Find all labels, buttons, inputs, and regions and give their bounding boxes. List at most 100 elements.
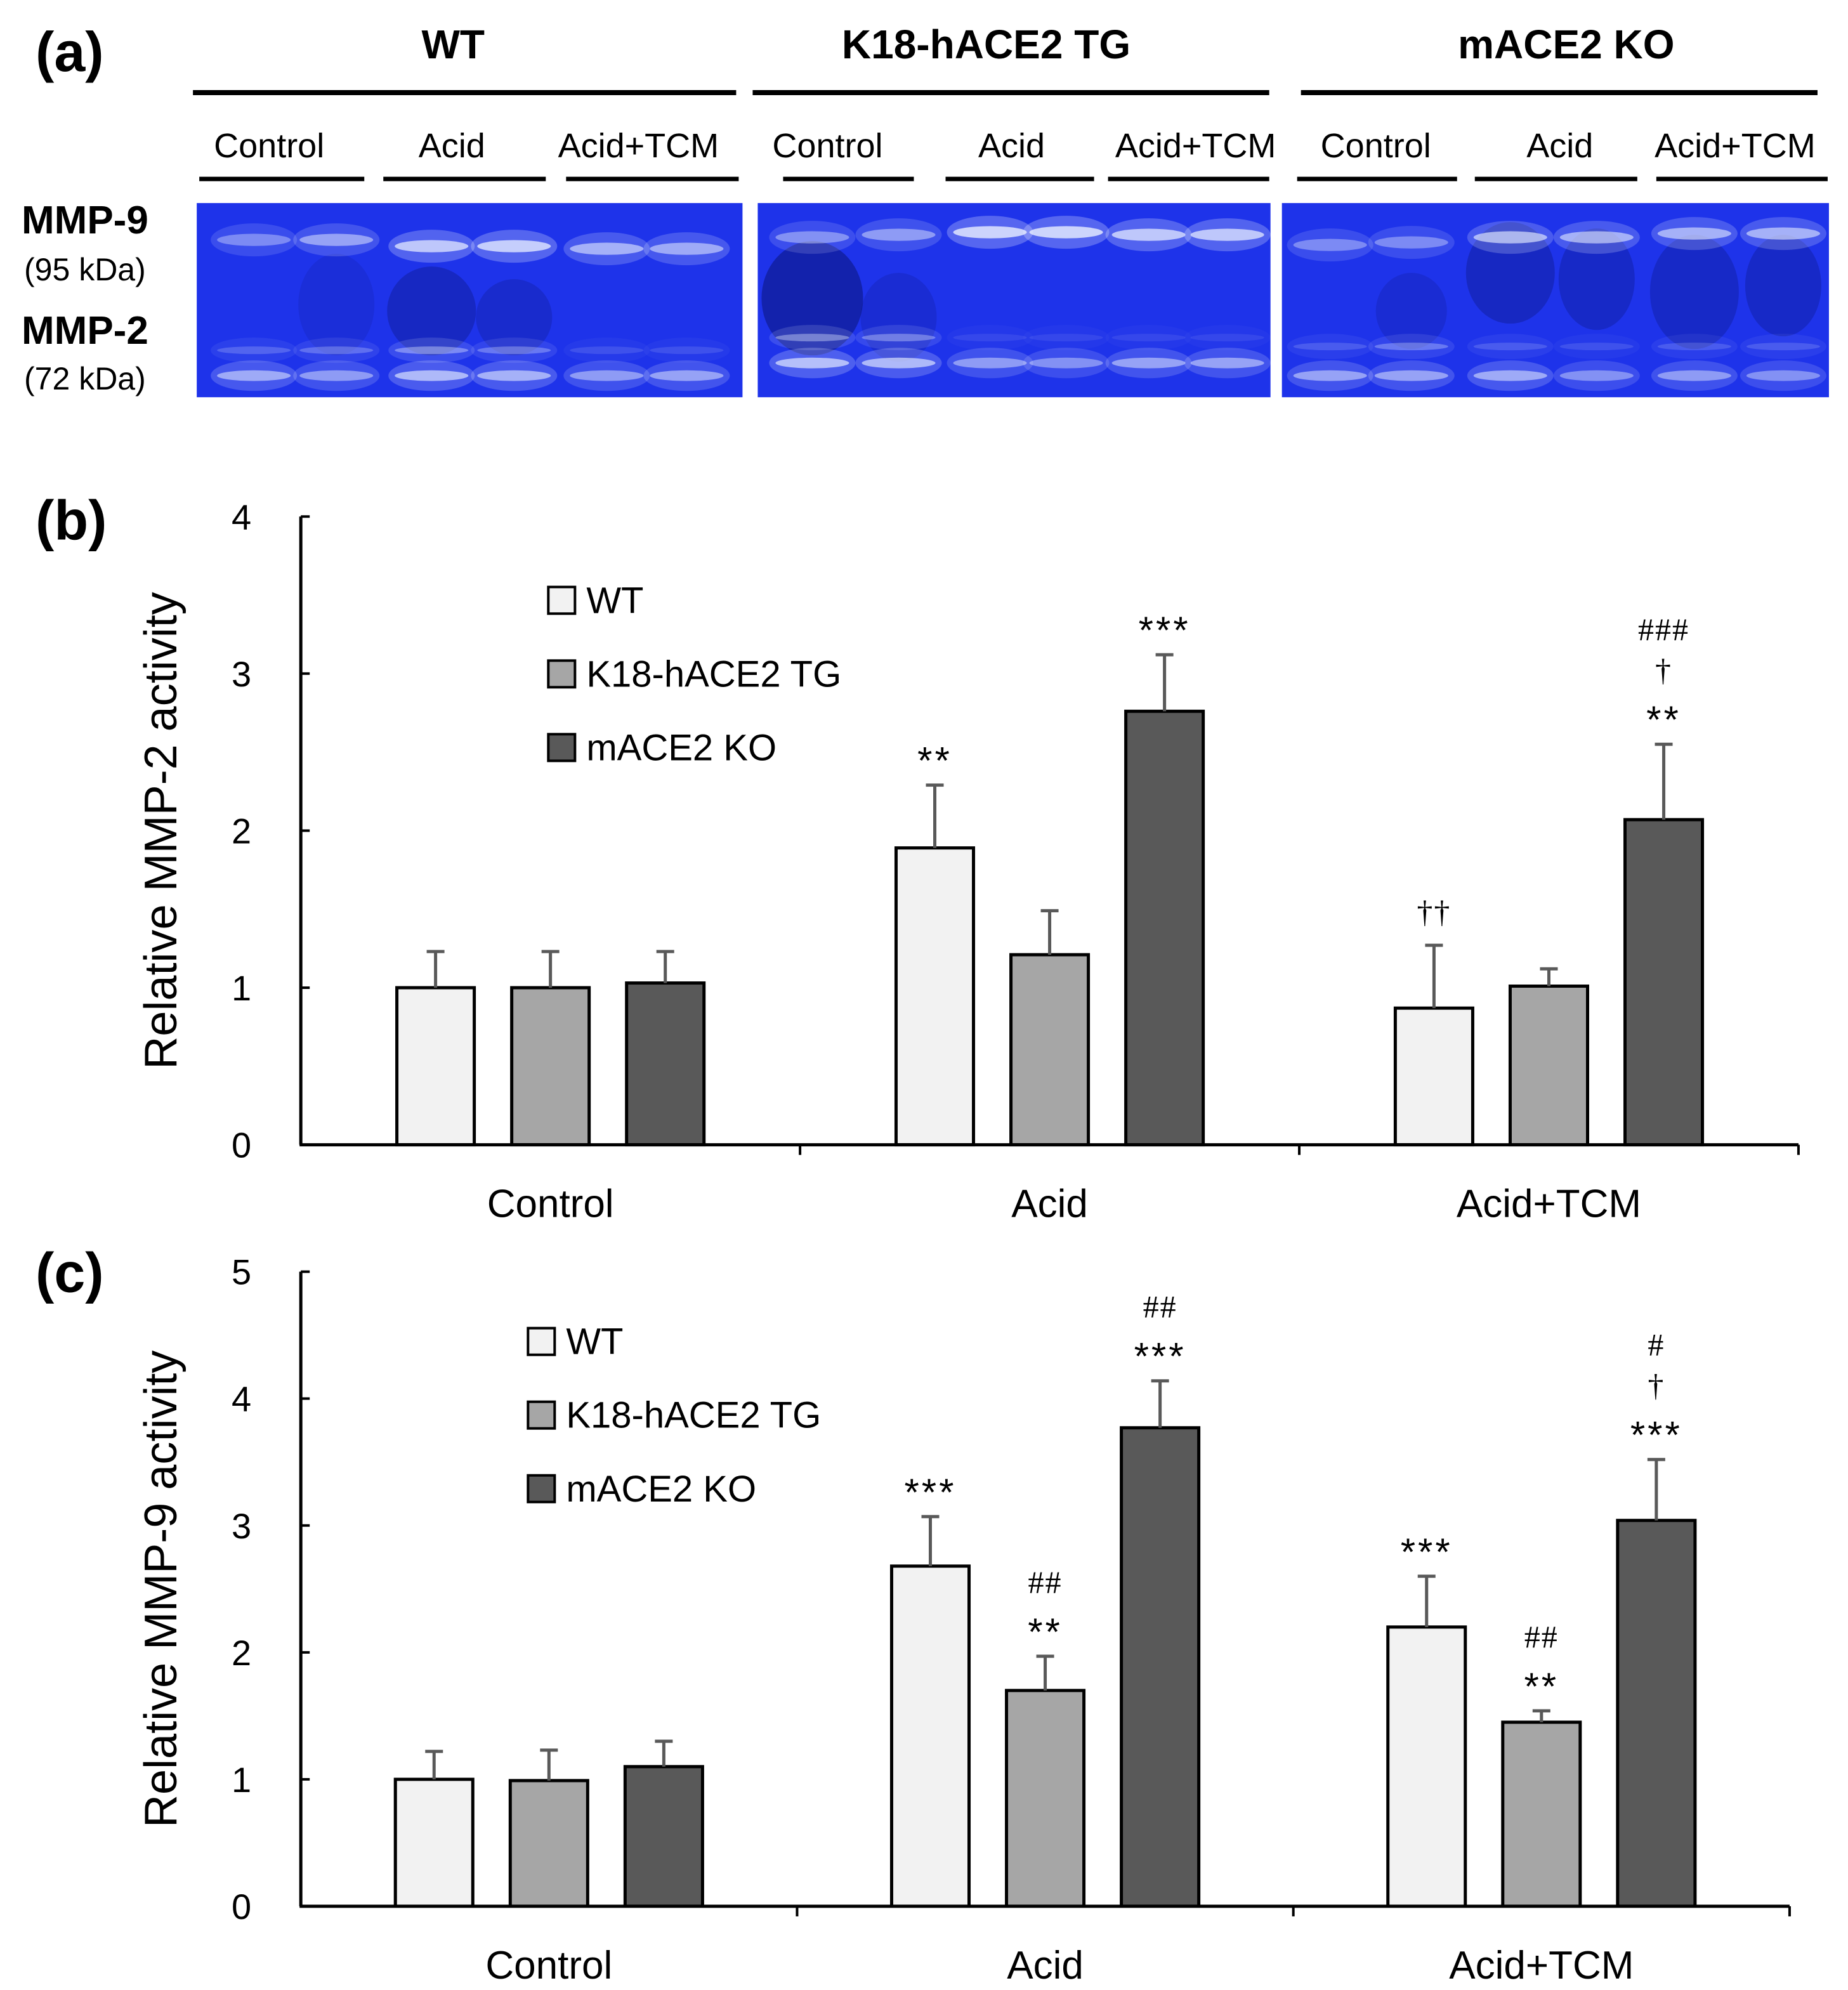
gel-band-minor [570, 346, 644, 355]
lane-label-wt-acid: Acid [419, 127, 485, 165]
bar-mace2-ko-control [623, 1765, 704, 1908]
gel-band-minor [217, 346, 291, 355]
significance-mark: ## [1143, 1289, 1177, 1325]
gel-band-minor [1657, 343, 1731, 351]
gel-band-minor [395, 346, 469, 355]
legend-swatch-mace2-ko [547, 733, 577, 763]
gel-band-mmp2 [1111, 357, 1186, 369]
gel-band-mmp2 [1746, 370, 1820, 381]
significance-mark: *** [1139, 609, 1191, 651]
gel-shadow [1558, 228, 1635, 331]
legend-swatch-wt [527, 1326, 556, 1356]
gel-band-minor [1190, 334, 1264, 342]
y-axis-label: Relative MMP-9 activity [136, 1351, 187, 1828]
bar-mace2-ko-acid-tcm [1616, 1519, 1697, 1908]
gel-band-mmp9 [570, 242, 644, 255]
x-category-label: Control [485, 1944, 612, 1987]
bar-mace2-ko-control [625, 981, 706, 1147]
significance-mark: *** [1630, 1414, 1682, 1456]
gel-shadow [476, 279, 553, 356]
legend-label-mace2-ko: mACE2 KO [566, 1469, 756, 1510]
gel-band-halo-mmp9 [1287, 228, 1373, 262]
gel-band-halo-mmp9 [211, 223, 298, 257]
legend-label-wt: WT [566, 1321, 623, 1363]
lane-label-ko-acid-tcm: Acid+TCM [1655, 127, 1816, 165]
gel-shadow [298, 254, 375, 356]
gel-band-mmp2 [1657, 370, 1731, 381]
gel-band-halo-mmp9 [1368, 226, 1455, 259]
group-header-wt: WT [421, 22, 485, 67]
gel-band-halo-minor [1467, 334, 1554, 360]
gel-band-mmp2 [1029, 357, 1103, 369]
gel-band-halo-minor [855, 325, 942, 351]
y-tick-label: 0 [232, 1125, 251, 1165]
gel-shadow [1649, 235, 1739, 350]
gel-band-minor [1111, 334, 1186, 342]
group-header-k18-hace2-tg: K18-hACE2 TG [842, 22, 1130, 67]
y-axis-label: Relative MMP-2 activity [136, 592, 187, 1069]
gel-band-halo-mmp2 [563, 360, 650, 391]
lane-label-wt-acid-tcm: Acid+TCM [558, 127, 719, 165]
gel-background [197, 203, 743, 398]
band-label-mmp9: MMP-9 [22, 199, 148, 242]
bar-k18-hace2-tg-control [510, 986, 591, 1147]
gel-band-mmp9 [1029, 226, 1103, 239]
chart-mmp9-activity: (c) Relative MMP-9 activity *** *** ## ** ## **… [36, 1241, 1791, 1987]
gel-band-halo-minor [471, 337, 558, 363]
gel-band-minor [1029, 334, 1103, 342]
gel-band-mmp9 [1657, 227, 1731, 240]
gel-band-mmp9 [299, 233, 374, 246]
gel-band-minor [650, 346, 724, 355]
bar-k18-hace2-tg-acid [1009, 953, 1091, 1147]
legend-label-k18-hace2-tg: K18-hACE2 TG [566, 1395, 821, 1436]
gel-band-halo-minor [1740, 334, 1826, 360]
gel-band-mmp9 [1190, 228, 1264, 241]
gel-band-mmp2 [217, 370, 291, 381]
group-header-mace2-ko: mACE2 KO [1458, 22, 1675, 67]
gel-band-minor [862, 334, 936, 342]
gel-shadow [387, 266, 476, 356]
gel-shadow [761, 241, 863, 356]
significance-mark: †† [1417, 894, 1451, 929]
gel-shadow [1465, 222, 1555, 324]
gel-band-mmp9 [775, 231, 849, 244]
panel-label: (c) [36, 1241, 104, 1304]
bar-wt-acid-tcm [1386, 1625, 1467, 1908]
gel-band-mmp2 [1293, 370, 1367, 381]
bar-wt-control [393, 1777, 475, 1908]
gel-band-mmp2 [862, 357, 936, 369]
gel-band-halo-mmp9 [769, 221, 856, 254]
significance-mark: ## [1524, 1619, 1559, 1654]
significance-mark: ### [1638, 612, 1689, 647]
significance-mark: *** [904, 1471, 956, 1514]
y-tick-label: 4 [232, 1379, 251, 1419]
y-tick-label: 1 [232, 1760, 251, 1800]
bar-mace2-ko-acid [1124, 709, 1205, 1147]
gel-band-mmp9 [217, 233, 291, 246]
gel-band-mmp9 [1374, 236, 1448, 249]
gel-band-minor [1473, 343, 1547, 351]
panel-a-label: (a) [36, 20, 104, 83]
significance-mark: ** [1028, 1611, 1063, 1653]
gel-band-mmp9 [862, 228, 936, 241]
significance-mark: † [1655, 652, 1672, 688]
gel-band-minor [775, 334, 849, 342]
gel-band-mmp9 [395, 240, 469, 252]
gel-band-minor [953, 334, 1027, 342]
gel-band-halo-mmp2 [1651, 360, 1738, 391]
gel-band-halo-minor [769, 325, 856, 351]
legend-label-wt: WT [586, 580, 643, 621]
gel-band-halo-minor [643, 337, 730, 363]
gel-band-minor [1559, 343, 1634, 351]
gel-band-halo-mmp9 [855, 218, 942, 252]
gel-band-mmp9 [1111, 228, 1186, 241]
gel-band-mmp2 [395, 370, 469, 381]
gel-band-mmp9 [953, 226, 1027, 239]
bar-k18-hace2-tg-acid-tcm [1501, 1720, 1582, 1908]
gel-band-mmp2 [953, 357, 1027, 369]
y-tick-label: 2 [232, 1633, 251, 1673]
y-tick-label: 3 [232, 654, 251, 694]
gel-band-halo-minor [211, 337, 298, 363]
bar-k18-hace2-tg-acid [1005, 1689, 1086, 1908]
